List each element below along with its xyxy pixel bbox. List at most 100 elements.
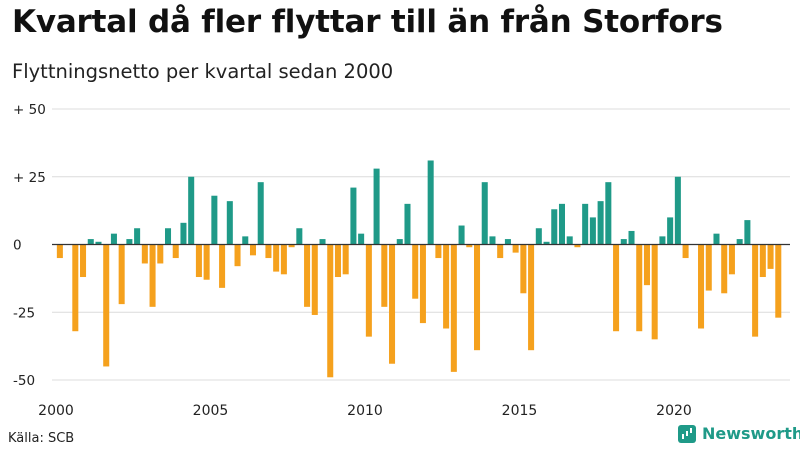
bar	[249, 244, 256, 256]
bar	[481, 182, 488, 245]
bar	[551, 209, 558, 245]
bar	[180, 222, 187, 245]
x-tick-label: 2000	[38, 403, 74, 419]
bar	[195, 244, 202, 278]
bar	[242, 236, 249, 245]
bar	[311, 244, 318, 315]
x-tick-label: 2005	[193, 403, 229, 419]
bar	[234, 244, 241, 267]
x-axis-labels: 2000 2005 2010 2015 2020	[38, 403, 692, 419]
bar	[620, 239, 627, 245]
bar	[334, 244, 341, 278]
bar	[736, 239, 743, 245]
y-tick-label: + 25	[13, 170, 46, 186]
bar	[381, 244, 388, 307]
bar	[613, 244, 620, 332]
bar	[165, 228, 172, 245]
bar	[365, 244, 372, 337]
bar	[319, 239, 326, 245]
bar	[628, 230, 635, 245]
bar	[528, 244, 535, 351]
bar	[558, 203, 565, 245]
bar	[87, 239, 94, 245]
bar	[404, 203, 411, 245]
gridlines	[52, 108, 790, 381]
bar	[427, 160, 434, 245]
bar	[582, 203, 589, 245]
bar	[474, 244, 481, 351]
bar	[651, 244, 658, 340]
y-tick-label: 0	[13, 238, 22, 254]
x-tick-label: 2015	[502, 403, 538, 419]
bar-chart: + 50 + 25 0 -25 -50 2000 2005 2010 2015 2020	[13, 102, 790, 419]
bar	[759, 244, 766, 278]
bar	[775, 244, 782, 318]
bar	[358, 233, 365, 245]
y-tick-label: + 50	[13, 102, 46, 118]
bar	[95, 241, 102, 245]
bar	[504, 239, 511, 245]
x-tick-label: 2010	[347, 403, 383, 419]
bar	[389, 244, 396, 364]
chart-subtitle: Flyttningsnetto per kvartal sedan 2000	[12, 60, 394, 83]
bar	[419, 244, 426, 324]
bar	[342, 244, 349, 275]
brand-logo[interactable]: Newsworthy	[678, 424, 800, 443]
bar	[728, 244, 735, 275]
bar	[396, 239, 403, 245]
bar	[141, 244, 148, 264]
bar	[489, 236, 496, 245]
bar	[659, 236, 666, 245]
bars	[56, 160, 782, 378]
bar	[188, 176, 195, 245]
bar	[226, 201, 233, 245]
bar	[350, 187, 357, 245]
bar	[466, 244, 473, 248]
bar	[149, 244, 156, 307]
bar	[497, 244, 504, 259]
bar	[512, 244, 519, 253]
bar	[435, 244, 442, 259]
bar	[103, 244, 110, 367]
bar	[118, 244, 125, 305]
bar	[605, 182, 612, 245]
bar	[219, 244, 226, 288]
bar	[705, 244, 712, 291]
bar	[535, 228, 542, 245]
bar	[126, 239, 133, 245]
bar	[520, 244, 527, 294]
bar	[412, 244, 419, 299]
bar	[172, 244, 179, 259]
bar	[211, 195, 218, 245]
bar	[543, 241, 550, 245]
y-axis-labels: + 50 + 25 0 -25 -50	[13, 102, 46, 389]
bar	[574, 244, 581, 248]
bar	[636, 244, 643, 332]
bar	[288, 244, 295, 248]
bar	[721, 244, 728, 294]
bar	[257, 182, 264, 245]
bar	[273, 244, 280, 272]
chart-logo-icon	[678, 424, 696, 443]
bar	[327, 244, 334, 378]
bar	[458, 225, 465, 245]
bar	[767, 244, 774, 269]
bar	[110, 233, 117, 245]
bar	[280, 244, 287, 275]
bar	[56, 244, 63, 259]
bar	[80, 244, 87, 278]
bar	[667, 217, 674, 245]
bar	[744, 220, 751, 245]
brand-name: Newsworthy	[702, 424, 800, 443]
y-tick-label: -50	[13, 373, 35, 389]
bar	[203, 244, 210, 280]
chart-title: Kvartal då fler flyttar till än från Sto…	[12, 4, 723, 40]
bar	[265, 244, 272, 259]
bar	[443, 244, 450, 329]
bar	[597, 201, 604, 245]
bar	[643, 244, 650, 286]
x-tick-label: 2020	[656, 403, 692, 419]
bar	[157, 244, 164, 264]
bar	[450, 244, 457, 372]
bar	[373, 168, 380, 245]
